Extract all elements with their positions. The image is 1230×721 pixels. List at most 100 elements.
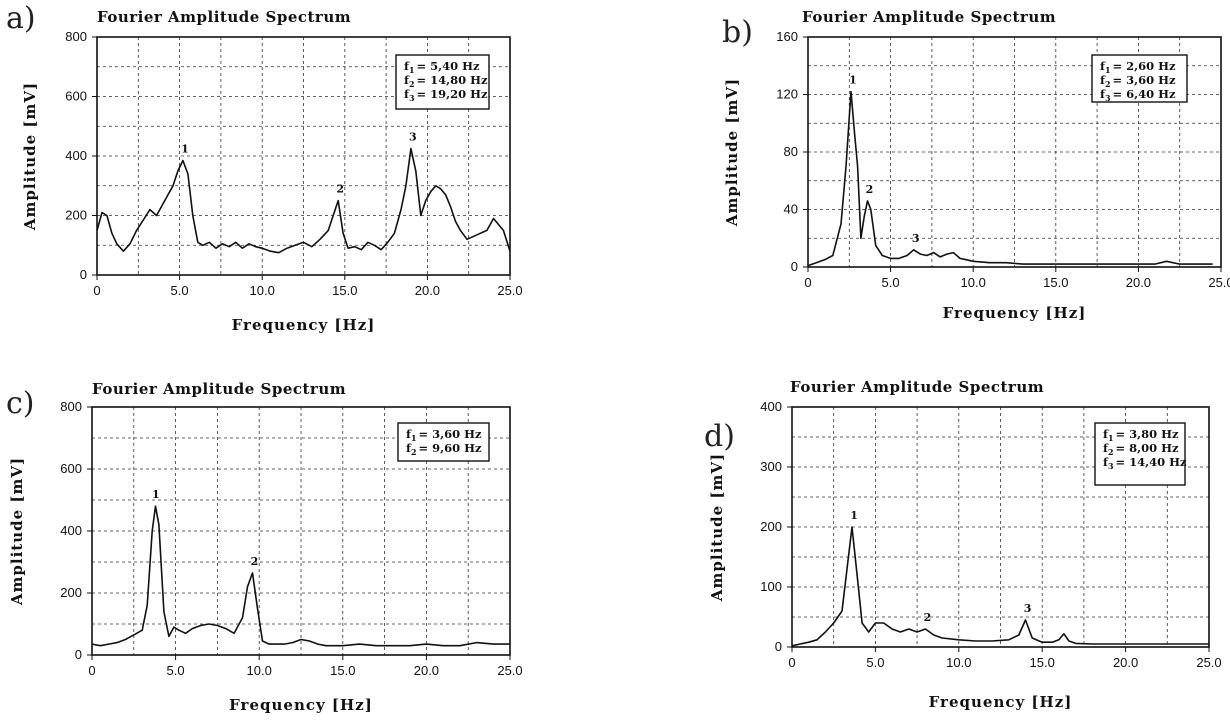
chart-title: Fourier Amplitude Spectrum (92, 380, 346, 398)
spectrum-line (96, 147, 511, 254)
legend-entry: f1 = 2,60 Hz (1100, 59, 1176, 75)
x-tick-label: 15.0 (330, 663, 355, 678)
x-tick-label: 25.0 (497, 283, 522, 298)
x-tick-label: 5.0 (167, 663, 185, 678)
chart-title: Fourier Amplitude Spectrum (790, 378, 1044, 396)
spectrum-line (807, 90, 1213, 267)
chart-title: Fourier Amplitude Spectrum (802, 8, 1056, 26)
y-tick-label: 0 (791, 259, 798, 274)
x-axis-label: Frequency [Hz] (229, 696, 373, 714)
panel-letter: d) (704, 419, 735, 454)
x-tick-label: 10.0 (946, 655, 971, 670)
x-tick-label: 25.0 (1208, 275, 1230, 290)
y-tick-label: 0 (75, 647, 82, 662)
x-tick-label: 5.0 (171, 283, 189, 298)
y-tick-label: 800 (60, 399, 82, 414)
x-tick-label: 0 (93, 283, 100, 298)
x-tick-label: 25.0 (497, 663, 522, 678)
spectrum-line (91, 505, 510, 647)
chart-panel-3: c) Fourier Amplitude Spectrum 0 5.0 10.0 15.0… (6, 380, 523, 714)
chart-title: Fourier Amplitude Spectrum (97, 8, 351, 26)
legend-entry: f2 = 9,60 Hz (406, 441, 482, 457)
y-axis-label: Amplitude [mV] (723, 78, 741, 227)
peak-label: 1 (849, 74, 857, 87)
y-tick-label: 800 (65, 29, 87, 44)
legend-entry: f2 = 8,00 Hz (1103, 441, 1179, 457)
x-tick-label: 10.0 (961, 275, 986, 290)
legend-entry: f3 = 14,40 Hz (1103, 455, 1187, 471)
x-tick-label: 15.0 (1030, 655, 1055, 670)
legend-entry: f1 = 3,60 Hz (406, 427, 482, 443)
y-tick-label: 600 (65, 89, 87, 104)
chart-panel-2: b) Fourier Amplitude Spectrum 0 5.0 10.0 15.0… (722, 8, 1230, 322)
gridlines (97, 37, 510, 275)
x-tick-label: 5.0 (866, 655, 884, 670)
y-axis-label: Amplitude [mV] (708, 453, 726, 602)
y-tick-label: 300 (760, 459, 782, 474)
y-tick-label: 400 (760, 399, 782, 414)
y-axis-label: Amplitude [mV] (8, 457, 26, 606)
peak-label: 2 (336, 183, 344, 196)
panel-letter: a) (6, 1, 36, 36)
y-tick-label: 200 (60, 585, 82, 600)
spectrum-line (791, 526, 1209, 647)
y-tick-label: 0 (80, 267, 87, 282)
y-tick-label: 120 (776, 87, 798, 102)
peak-label: 2 (924, 611, 932, 624)
legend-box (395, 54, 490, 110)
legend-entry: f1 = 5,40 Hz (404, 59, 480, 75)
x-tick-label: 15.0 (332, 283, 357, 298)
legend-entry: f1 = 3,80 Hz (1103, 427, 1179, 443)
x-tick-label: 15.0 (1043, 275, 1068, 290)
peak-label: 1 (181, 142, 189, 155)
peak-label: 2 (866, 183, 874, 196)
x-tick-label: 5.0 (882, 275, 900, 290)
legend-entry: f3 = 19,20 Hz (404, 87, 488, 103)
y-tick-label: 100 (760, 579, 782, 594)
legend-box (397, 422, 490, 462)
x-axis-label: Frequency [Hz] (943, 304, 1087, 322)
x-tick-label: 0 (788, 655, 795, 670)
x-tick-label: 10.0 (250, 283, 275, 298)
peak-label: 1 (152, 488, 160, 501)
x-axis-label: Frequency [Hz] (232, 316, 376, 334)
y-axis-label: Amplitude [mV] (21, 82, 39, 231)
y-tick-label: 400 (60, 523, 82, 538)
panel-letter: c) (6, 386, 35, 421)
legend-entry: f2 = 3,60 Hz (1100, 73, 1176, 89)
x-tick-label: 0 (88, 663, 95, 678)
chart-panel-4: d) Fourier Amplitude Spectrum 0 5.0 10.0 15.0… (704, 378, 1222, 711)
y-tick-label: 400 (65, 148, 87, 163)
legend-box (1091, 54, 1188, 103)
y-tick-label: 80 (784, 144, 798, 159)
y-tick-label: 160 (776, 29, 798, 44)
legend-box (1094, 422, 1186, 486)
peak-label: 1 (850, 509, 858, 522)
x-tick-label: 10.0 (247, 663, 272, 678)
y-tick-label: 40 (784, 202, 798, 217)
panel-letter: b) (722, 15, 753, 50)
peak-label: 3 (409, 131, 417, 144)
x-tick-label: 20.0 (1126, 275, 1151, 290)
peak-label: 2 (251, 555, 259, 568)
peak-label: 3 (912, 232, 920, 245)
legend-entry: f2 = 14,80 Hz (404, 73, 488, 89)
chart-panel-1: a) Fourier Amplitude Spectrum 0 5.0 10.0 15.0… (6, 1, 523, 334)
x-tick-label: 20.0 (414, 663, 439, 678)
peak-label: 3 (1024, 602, 1032, 615)
legend-entry: f3 = 6,40 Hz (1100, 87, 1176, 103)
gridlines (792, 407, 1209, 647)
y-tick-label: 600 (60, 461, 82, 476)
y-tick-label: 200 (760, 519, 782, 534)
x-tick-label: 20.0 (1113, 655, 1138, 670)
x-axis-label: Frequency [Hz] (929, 693, 1073, 711)
x-tick-label: 20.0 (415, 283, 440, 298)
x-tick-label: 25.0 (1196, 655, 1221, 670)
y-tick-label: 200 (65, 208, 87, 223)
